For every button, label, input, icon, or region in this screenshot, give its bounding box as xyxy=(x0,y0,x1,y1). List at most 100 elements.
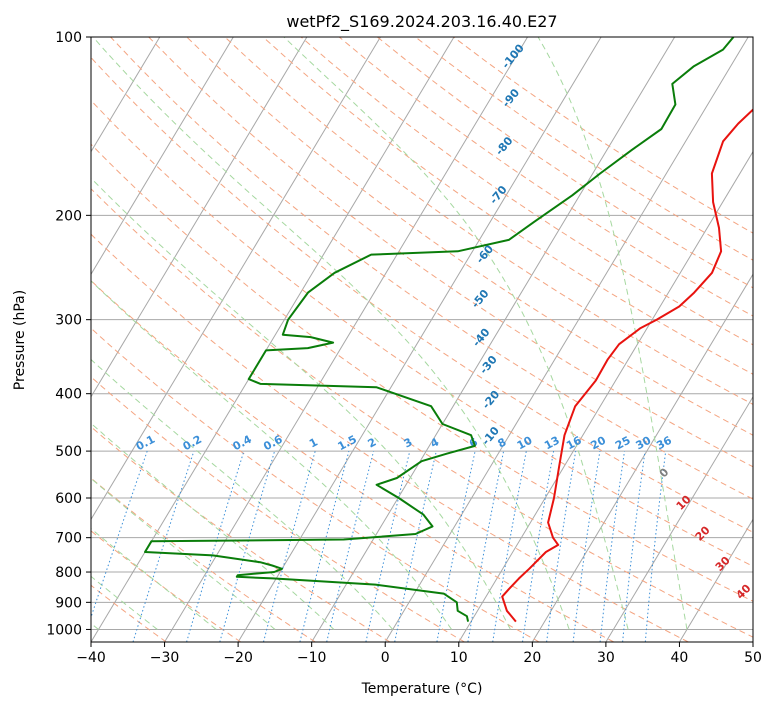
mixing-ratio-label-0.4: 0.4 xyxy=(231,433,255,454)
y-tick-label: 200 xyxy=(55,208,82,224)
mixing-ratio-line-0.4 xyxy=(186,450,245,642)
moist-adiabat-24 xyxy=(92,37,570,630)
moist-adiabat-label: 40 xyxy=(734,582,754,602)
sounding-series xyxy=(144,37,753,623)
x-tick-label: −40 xyxy=(76,650,106,666)
y-axis-label: Pressure (hPa) xyxy=(12,290,28,390)
mixing-ratio-line-8 xyxy=(467,451,505,642)
moist-adiabat-16 xyxy=(91,177,511,630)
y-tick-label: 100 xyxy=(55,30,82,46)
dry-adiabat-250 xyxy=(91,530,242,642)
mixing-ratio-line-4 xyxy=(394,450,437,642)
dry-adiabat-420 xyxy=(338,37,753,317)
dry-adiabat-270 xyxy=(91,426,391,642)
moist-adiabat-label: 30 xyxy=(713,554,733,574)
dry-adiabat-300 xyxy=(91,279,614,642)
isotherm--20 xyxy=(237,37,602,642)
moist-adiabat-8 xyxy=(91,280,452,630)
moist-adiabat-label: 10 xyxy=(674,493,694,513)
mixing-ratio-label-10: 10 xyxy=(515,434,535,453)
dry-adiabat-label: -80 xyxy=(493,134,516,158)
x-tick-label: −30 xyxy=(150,650,180,666)
y-axis-ticks: 100 200 300 400 500 600 700 800 900 1000 xyxy=(46,30,91,638)
dry-adiabat-430 xyxy=(376,37,753,289)
isotherm-0 xyxy=(384,37,749,642)
mixing-ratio-line-30 xyxy=(622,451,646,642)
mixing-ratio-line-1.5 xyxy=(299,450,350,642)
dry-adiabat-label: -100 xyxy=(499,41,527,71)
y-tick-label: 800 xyxy=(55,565,82,581)
mixing-ratio-line-0.1 xyxy=(91,450,148,619)
x-tick-label: 0 xyxy=(381,650,390,666)
isotherm--60 xyxy=(91,37,308,398)
mixing-ratio-line-2 xyxy=(326,450,375,642)
mixing-ratio-line-16 xyxy=(546,451,577,642)
dry-adiabat-350 xyxy=(91,56,753,533)
dry-adiabat-label: -50 xyxy=(469,287,492,311)
x-tick-label: 10 xyxy=(450,650,468,666)
mixing-ratio-label-25: 25 xyxy=(613,434,633,453)
mixing-ratio-label-1: 1 xyxy=(307,435,320,450)
mixing-ratio-label-2: 2 xyxy=(366,435,379,450)
dry-adiabat-370 xyxy=(148,37,753,468)
y-tick-label: 900 xyxy=(55,595,82,611)
moist-adiabat-32 xyxy=(283,37,629,630)
plot-frame xyxy=(90,36,754,643)
dry-adiabat-240 xyxy=(91,584,167,642)
dry-adiabat-label: -20 xyxy=(480,388,503,412)
x-tick-label: −10 xyxy=(297,650,327,666)
dry-adiabat-label: -70 xyxy=(487,183,510,207)
y-tick-label: 600 xyxy=(55,491,82,507)
isotherm-50 xyxy=(752,641,753,642)
dry-adiabat-label: -90 xyxy=(500,86,523,110)
y-tick-label: 400 xyxy=(55,387,82,403)
dry-adiabat-label: -30 xyxy=(477,353,500,377)
mixing-ratio-line-6 xyxy=(436,450,476,642)
y-tick-label: 700 xyxy=(55,531,82,547)
dry-adiabat-390 xyxy=(224,37,753,405)
dewpoint-line xyxy=(144,37,735,622)
mixing-ratio-lines xyxy=(91,450,667,642)
mixing-ratio-line-36 xyxy=(644,451,667,642)
x-tick-label: 20 xyxy=(523,650,541,666)
isotherm--10 xyxy=(311,37,676,642)
x-axis-label: Temperature (°C) xyxy=(361,681,483,697)
dry-adiabat-320 xyxy=(91,188,753,638)
x-tick-label: −20 xyxy=(223,650,253,666)
mixing-ratio-label-3: 3 xyxy=(402,435,415,450)
mixing-ratio-line-25 xyxy=(599,451,625,642)
dry-adiabat-280 xyxy=(91,376,465,642)
dry-adiabat-360 xyxy=(110,37,753,500)
x-tick-label: 30 xyxy=(597,650,615,666)
mixing-ratio-line-0.2 xyxy=(132,450,195,642)
mixing-ratio-label-20: 20 xyxy=(588,434,608,453)
moist-adiabats xyxy=(91,37,688,630)
x-tick-label: 40 xyxy=(671,650,689,666)
dry-adiabat-400 xyxy=(262,37,753,375)
moist-adiabat--8 xyxy=(91,422,335,630)
isotherm-40 xyxy=(679,518,753,642)
dry-adiabat-310 xyxy=(91,233,689,642)
dry-adiabat-340 xyxy=(91,99,753,567)
moist-adiabat-label: 0 xyxy=(657,465,672,480)
isotherm--80 xyxy=(91,37,161,153)
chart-title: wetPf2_S169.2024.203.16.40.E27 xyxy=(286,12,557,32)
moist-adiabat-label: 20 xyxy=(693,523,713,543)
y-tick-label: 300 xyxy=(55,313,82,329)
x-axis-ticks: −40 −30 −20 −10 0 10 20 30 40 50 xyxy=(76,642,762,666)
mixing-ratio-label-30: 30 xyxy=(634,434,654,453)
dry-adiabat-290 xyxy=(91,327,540,642)
isotherm-20 xyxy=(531,273,753,642)
y-tick-label: 1000 xyxy=(46,622,82,638)
moist-adiabat--16 xyxy=(91,477,276,630)
mixing-ratio-label-13: 13 xyxy=(542,434,562,453)
plot-area: 0.1 0.2 0.4 0.6 1 1.5 2 3 4 6 8 10 13 16 20 25 30 36-100-… xyxy=(91,37,754,642)
x-tick-label: 50 xyxy=(744,650,762,666)
mixing-ratio-label-4: 4 xyxy=(428,435,441,450)
mixing-ratio-line-10 xyxy=(492,451,527,642)
mixing-ratio-label-16: 16 xyxy=(564,434,584,453)
mixing-ratio-label-0.2: 0.2 xyxy=(181,433,204,454)
isotherm-30 xyxy=(605,395,753,642)
mixing-ratio-label-36: 36 xyxy=(654,434,674,453)
dry-adiabat-330 xyxy=(91,143,753,602)
